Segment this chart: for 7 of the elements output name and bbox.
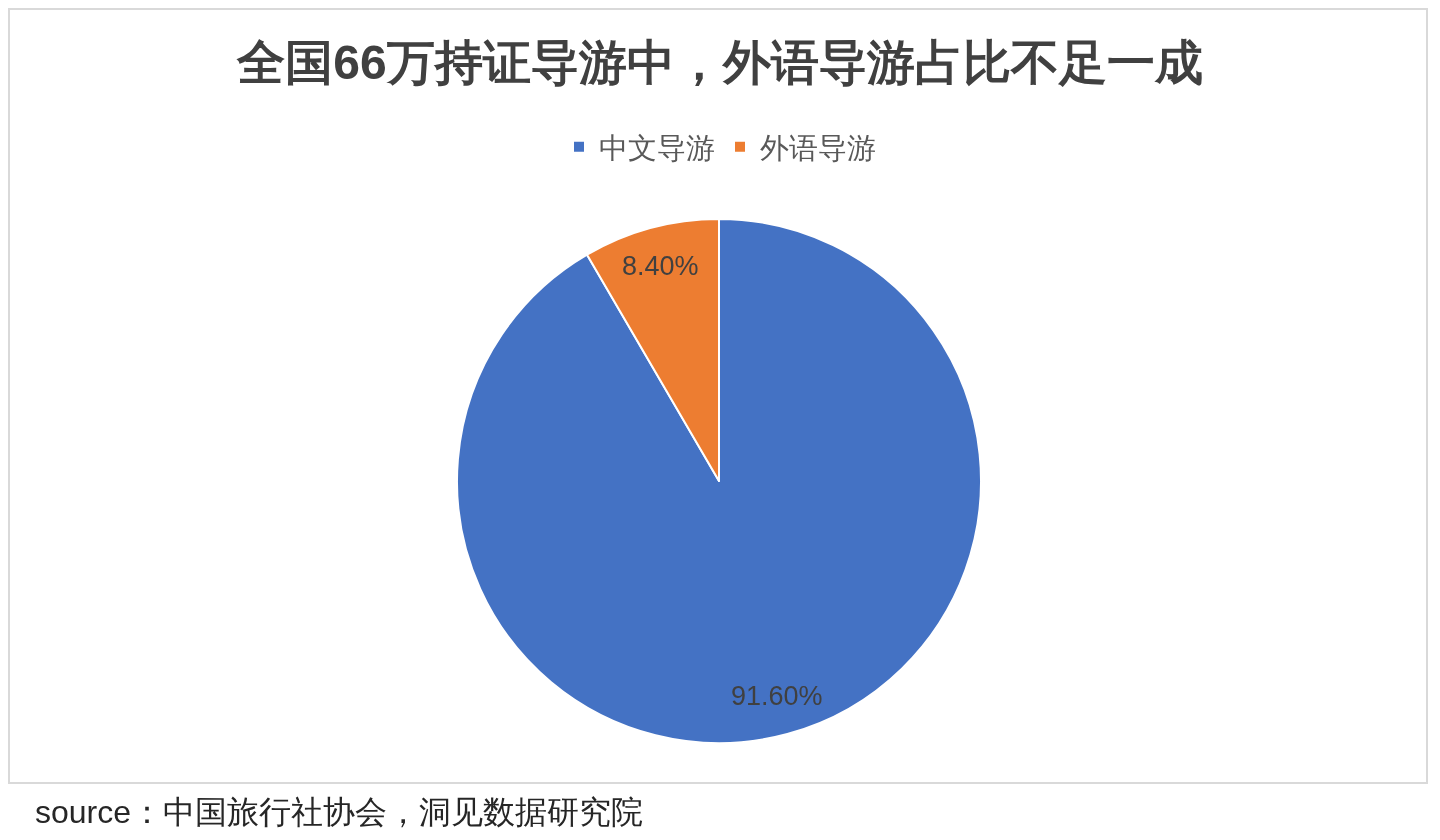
data-label: 8.40% [622, 251, 699, 281]
chart-title: 全国66万持证导游中，外语导游占比不足一成 [236, 35, 1203, 89]
legend-label: 外语导游 [760, 132, 876, 165]
pie-slice [456, 218, 982, 744]
data-label: 91.60% [731, 681, 823, 711]
source-note: source：中国旅行社协会，洞见数据研究院 [35, 794, 644, 830]
legend-label: 中文导游 [599, 132, 715, 165]
